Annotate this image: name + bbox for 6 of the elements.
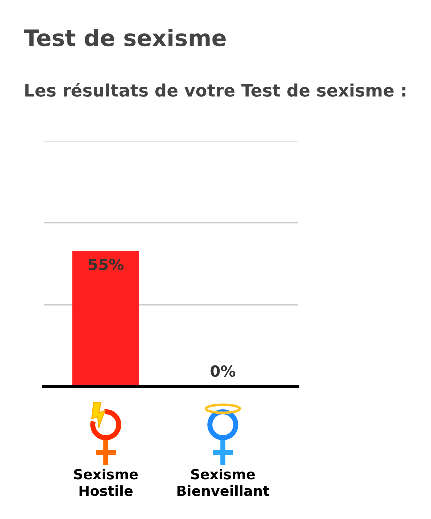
- data-label: 55%: [88, 258, 124, 270]
- data-label: 0%: [210, 366, 236, 378]
- chart-subtitle: Les résultats de votre Test de sexisme :: [26, 83, 406, 97]
- x-tick-label: Sexisme Bienveillant: [178, 468, 270, 496]
- x-tick-label: Sexisme Hostile: [74, 468, 138, 496]
- chart-title: Test de sexisme: [24, 29, 226, 47]
